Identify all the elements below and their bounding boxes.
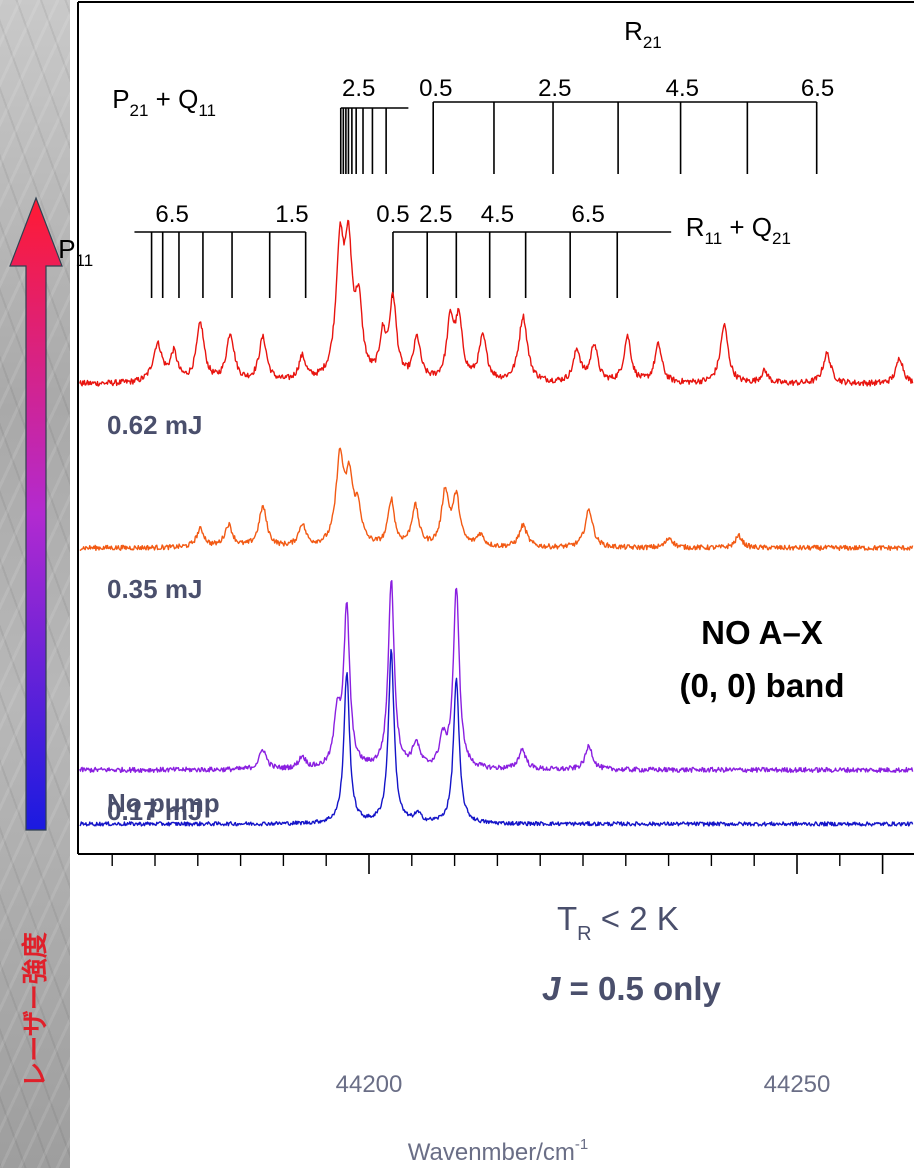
rotational-quantum-label: 2.5 bbox=[342, 75, 375, 102]
spectrum-traces bbox=[79, 219, 914, 827]
rotational-quantum-label: 1.5 bbox=[275, 201, 308, 228]
series-label: 0.35 mJ bbox=[107, 574, 202, 604]
rotational-quantum-label: 2.5 bbox=[419, 201, 452, 228]
band-annotation-title: NO A–X bbox=[701, 614, 823, 651]
rotational-quantum-label: 4.5 bbox=[481, 201, 514, 228]
rotational-quantum-label: 0.5 bbox=[419, 75, 452, 102]
spectrum-trace-4 bbox=[79, 648, 914, 827]
series-label: 0.62 mJ bbox=[107, 410, 202, 440]
laser-intensity-label: レーザー強度 bbox=[20, 932, 50, 1087]
j-level-note: J = 0.5 only bbox=[542, 970, 721, 1007]
branch-label: R11 + Q21 bbox=[686, 212, 791, 248]
rotational-quantum-label: 6.5 bbox=[571, 201, 604, 228]
x-axis-ticks bbox=[111, 854, 884, 874]
spectrum-trace-1 bbox=[79, 219, 914, 387]
branch-label: P21 + Q11 bbox=[112, 84, 216, 120]
series-label: No pump bbox=[107, 788, 220, 818]
series-label: 0.17 mJ bbox=[107, 796, 202, 826]
assignment-ladders: 0.5 2.5 4.5 6.5 R21 2.5 P21 + Q11 6.5 1.5 P11 0.5 2… bbox=[58, 16, 834, 298]
spectrum-trace-2 bbox=[79, 447, 914, 552]
branch-label: R21 bbox=[624, 16, 662, 52]
rotational-temperature-note: TR < 2 K bbox=[557, 900, 679, 945]
x-tick-label: 44200 bbox=[336, 1071, 403, 1098]
spectrum-trace-3 bbox=[79, 580, 914, 774]
plot-frame bbox=[77, 1, 914, 855]
rotational-quantum-label: 6.5 bbox=[155, 201, 188, 228]
rotational-quantum-label: 0.5 bbox=[376, 201, 409, 228]
ladder-P11: 6.5 1.5 P11 bbox=[58, 201, 309, 298]
branch-label: P11 bbox=[58, 234, 93, 270]
laser-intensity-arrow bbox=[9, 196, 63, 831]
ladder-R21: 0.5 2.5 4.5 6.5 R21 bbox=[419, 16, 834, 174]
x-axis-tick-labels: 44200 44250 bbox=[336, 1071, 831, 1098]
ladder-P21: 2.5 P21 + Q11 bbox=[112, 75, 409, 174]
ladder-R11: 0.5 2.5 4.5 6.5 R11 + Q21 bbox=[376, 201, 791, 298]
band-annotation-subtitle: (0, 0) band bbox=[679, 667, 844, 704]
x-axis-title: Wavenmber/cm-1 bbox=[408, 1136, 589, 1166]
x-tick-label: 44250 bbox=[764, 1071, 831, 1098]
rotational-quantum-label: 2.5 bbox=[538, 75, 571, 102]
rotational-quantum-label: 6.5 bbox=[801, 75, 834, 102]
rotational-quantum-label: 4.5 bbox=[666, 75, 699, 102]
